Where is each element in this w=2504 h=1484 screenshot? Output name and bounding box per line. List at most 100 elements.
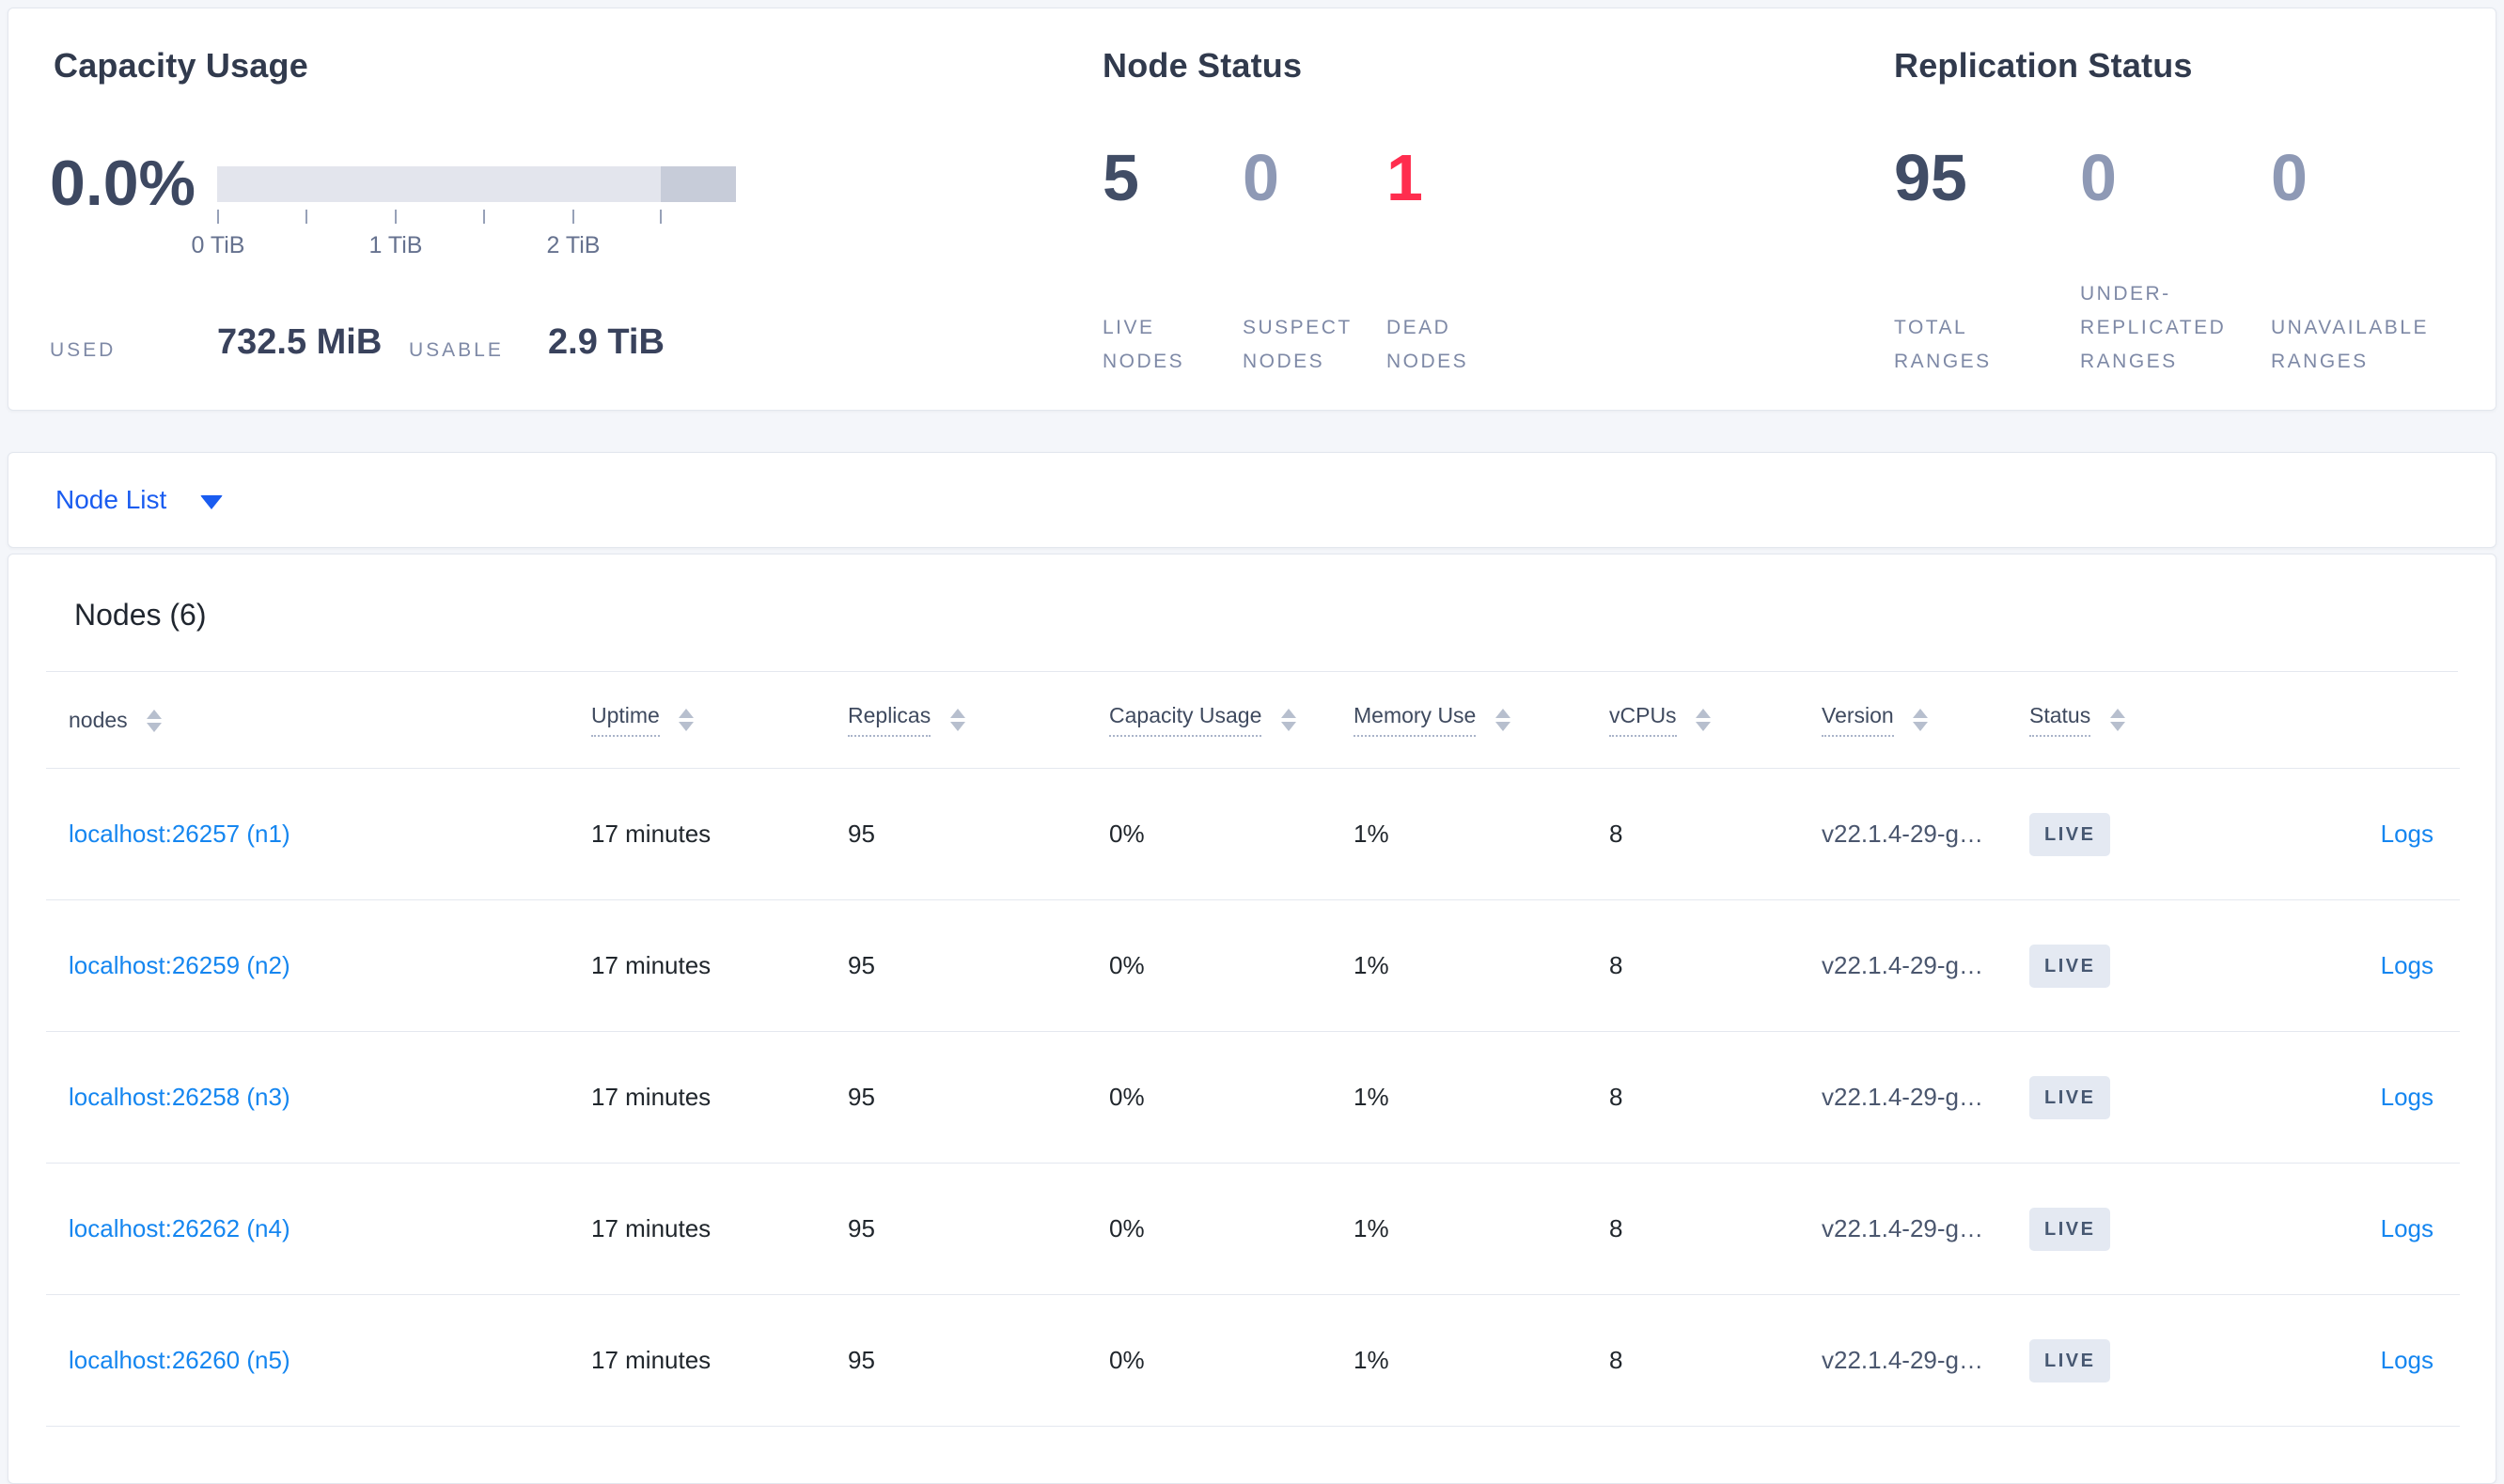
total-ranges-value: 95 — [1894, 141, 1967, 214]
node-link[interactable]: localhost:26258 (n3) — [69, 1083, 290, 1111]
suspect-nodes-stat: 0 SUSPECT NODES — [1243, 142, 1350, 372]
vcpus-cell: 8 — [1609, 820, 1623, 848]
column-header-replicas[interactable]: Replicas — [848, 672, 1109, 769]
tick-mark — [483, 210, 485, 224]
capacity-bar-end-segment — [661, 166, 736, 202]
node-link[interactable]: localhost:26259 (n2) — [69, 951, 290, 979]
status-cell: LIVE — [2029, 1295, 2264, 1427]
capacity-bar-axis: 0 TiB 1 TiB 2 TiB — [192, 202, 736, 289]
node-list-dropdown[interactable]: Node List — [55, 485, 224, 515]
column-header-uptime[interactable]: Uptime — [591, 672, 848, 769]
version-cell: v22.1.4-29-g… — [1822, 1083, 1983, 1111]
live-nodes-label: LIVE NODES — [1103, 317, 1185, 372]
sort-asc-icon — [1913, 709, 1929, 718]
tick-mark — [572, 210, 574, 224]
uptime-cell: 17 minutes — [591, 951, 712, 979]
dead-nodes-stat: 1 DEAD NODES — [1386, 141, 1466, 372]
vcpus-cell: 8 — [1609, 1083, 1623, 1111]
memory-use-cell: 1% — [1354, 1214, 1389, 1242]
capacity-bar-track — [217, 166, 736, 202]
node-status-title: Node Status — [1103, 46, 1303, 85]
sort-desc-icon — [679, 722, 695, 731]
replicas-cell: 95 — [848, 820, 875, 848]
uptime-cell: 17 minutes — [591, 1214, 712, 1242]
vcpus-cell: 8 — [1609, 1214, 1623, 1242]
sort-asc-icon — [2109, 709, 2125, 718]
replication-status-title: Replication Status — [1894, 46, 2193, 85]
uptime-cell: 17 minutes — [591, 1346, 712, 1374]
capacity-usage-cell: 0% — [1109, 1346, 1145, 1374]
logs-link[interactable]: Logs — [2380, 951, 2434, 979]
memory-use-cell: 1% — [1354, 1083, 1389, 1111]
dead-nodes-value: 1 — [1386, 141, 1423, 214]
status-cell: LIVE — [2029, 900, 2264, 1032]
sort-desc-icon — [2109, 722, 2125, 731]
replicas-cell: 95 — [848, 1214, 875, 1242]
cluster-summary-card: Capacity Usage 0.0% 0 TiB 1 TiB 2 TiB US… — [8, 8, 2496, 411]
sort-icon — [1695, 709, 1711, 731]
uptime-cell: 17 minutes — [591, 1083, 712, 1111]
dead-nodes-label: DEAD NODES — [1386, 317, 1469, 372]
sort-asc-icon — [1280, 709, 1296, 718]
table-row: localhost:26260 (n5) 17 minutes 95 0% 1%… — [46, 1294, 2460, 1427]
capacity-usage-title: Capacity Usage — [54, 46, 308, 85]
nodes-table-card: Nodes (6) nodes Uptime Replicas — [8, 554, 2496, 1484]
logs-link[interactable]: Logs — [2380, 820, 2434, 848]
column-header-capacity-usage[interactable]: Capacity Usage — [1109, 672, 1354, 769]
unavailable-ranges-stat: 0 UNAVAILABLE RANGES — [2271, 142, 2426, 372]
replicas-cell: 95 — [848, 951, 875, 979]
status-cell: LIVE — [2029, 1032, 2264, 1164]
under-replicated-ranges-value: 0 — [2080, 141, 2117, 214]
version-cell: v22.1.4-29-g… — [1822, 951, 1983, 979]
version-cell: v22.1.4-29-g… — [1822, 1214, 1983, 1242]
memory-use-cell: 1% — [1354, 951, 1389, 979]
section-divider — [46, 671, 2458, 672]
caret-down-icon — [200, 494, 224, 509]
sort-asc-icon — [1695, 709, 1711, 718]
sort-icon — [1913, 709, 1929, 731]
status-badge: LIVE — [2029, 1075, 2111, 1119]
tick-mark — [660, 210, 662, 224]
table-row: localhost:26258 (n3) 17 minutes 95 0% 1%… — [46, 1031, 2460, 1164]
sort-asc-icon — [147, 709, 163, 719]
column-header-nodes[interactable]: nodes — [46, 672, 591, 769]
sort-icon — [679, 709, 695, 731]
used-label: USED — [50, 339, 117, 361]
logs-link[interactable]: Logs — [2380, 1346, 2434, 1374]
status-cell: LIVE — [2029, 1164, 2264, 1295]
logs-link[interactable]: Logs — [2380, 1214, 2434, 1242]
column-header-vcpus[interactable]: vCPUs — [1609, 672, 1822, 769]
tick-label-1tib: 1 TiB — [368, 232, 423, 258]
sort-desc-icon — [1695, 722, 1711, 731]
status-badge: LIVE — [2029, 1207, 2111, 1251]
node-link[interactable]: localhost:26262 (n4) — [69, 1214, 290, 1242]
column-header-version[interactable]: Version — [1822, 672, 2029, 769]
status-cell: LIVE — [2029, 769, 2264, 900]
tick-label-2tib: 2 TiB — [546, 232, 601, 258]
under-replicated-ranges-stat: 0 UNDER-REPLICATED RANGES — [2080, 141, 2224, 372]
table-row: localhost:26257 (n1) 17 minutes 95 0% 1%… — [46, 768, 2460, 900]
memory-use-cell: 1% — [1354, 1346, 1389, 1374]
vcpus-cell: 8 — [1609, 1346, 1623, 1374]
logs-link[interactable]: Logs — [2380, 1083, 2434, 1111]
vcpus-cell: 8 — [1609, 951, 1623, 979]
tick-mark — [217, 210, 219, 224]
capacity-usage-cell: 0% — [1109, 1214, 1145, 1242]
sort-desc-icon — [1913, 722, 1929, 731]
live-nodes-stat: 5 LIVE NODES — [1103, 142, 1182, 372]
capacity-percent-value: 0.0% — [50, 148, 196, 219]
usable-label: USABLE — [409, 339, 504, 361]
sort-desc-icon — [1495, 722, 1510, 731]
column-header-memory-use[interactable]: Memory Use — [1354, 672, 1609, 769]
node-link[interactable]: localhost:26260 (n5) — [69, 1346, 290, 1374]
usable-value: 2.9 TiB — [548, 322, 665, 362]
unavailable-ranges-label: UNAVAILABLE RANGES — [2271, 317, 2429, 372]
tick-label-0tib: 0 TiB — [191, 232, 245, 258]
table-row: localhost:26262 (n4) 17 minutes 95 0% 1%… — [46, 1163, 2460, 1295]
total-ranges-stat: 95 TOTAL RANGES — [1894, 141, 1989, 372]
status-badge: LIVE — [2029, 812, 2111, 856]
replicas-cell: 95 — [848, 1346, 875, 1374]
node-link[interactable]: localhost:26257 (n1) — [69, 820, 290, 848]
column-header-status[interactable]: Status — [2029, 672, 2264, 769]
capacity-usage-cell: 0% — [1109, 951, 1145, 979]
